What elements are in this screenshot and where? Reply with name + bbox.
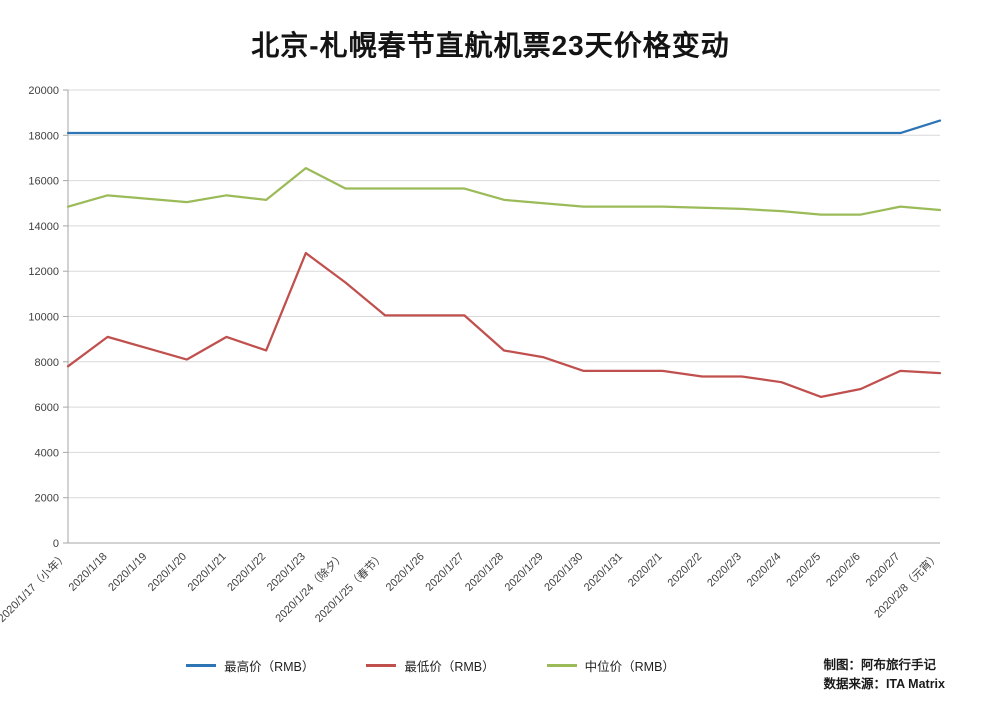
x-tick-label: 2020/2/4 bbox=[745, 551, 784, 590]
chart-svg: 0 2000 4000 6000 8000 10000 12000 14000 16000 180… bbox=[0, 85, 942, 625]
y-tick-label: 0 bbox=[53, 538, 59, 550]
y-tick-label: 8000 bbox=[35, 357, 59, 369]
y-tick-label: 14000 bbox=[28, 221, 59, 233]
x-tick-label: 2020/1/24（除夕） bbox=[272, 549, 348, 625]
y-tick-label: 4000 bbox=[35, 447, 59, 459]
x-tick-label: 2020/1/30 bbox=[542, 551, 585, 594]
chart-credits: 制图：阿布旅行手记 数据来源：ITA Matrix bbox=[823, 656, 945, 695]
legend-item: 中位价（RMB） bbox=[546, 656, 675, 675]
x-tick-label: 2020/1/28 bbox=[463, 551, 506, 594]
legend-line-swatch bbox=[186, 664, 217, 667]
x-tick-label: 2020/2/7 bbox=[864, 551, 903, 590]
legend-item: 最低价（RMB） bbox=[366, 656, 495, 675]
x-tick-label: 2020/1/17（小年） bbox=[0, 549, 70, 625]
legend-item: 最高价（RMB） bbox=[186, 656, 314, 675]
legend-line-swatch bbox=[366, 664, 397, 667]
x-tick-label: 2020/2/3 bbox=[705, 551, 744, 590]
series-line-0 bbox=[66, 119, 942, 135]
x-tick-label: 2020/2/6 bbox=[824, 551, 863, 590]
credit-author: 制图：阿布旅行手记 bbox=[823, 658, 936, 672]
x-tick-label: 2020/1/18 bbox=[67, 551, 110, 594]
y-tick-label: 20000 bbox=[28, 85, 59, 97]
y-tick-label: 2000 bbox=[35, 493, 59, 505]
x-tick-label: 2020/1/20 bbox=[146, 551, 189, 594]
chart-legend: 最高价（RMB） 最低价（RMB） 中位价（RMB） bbox=[0, 656, 861, 675]
x-tick-label: 2020/1/21 bbox=[186, 551, 229, 594]
y-tick-label: 12000 bbox=[28, 266, 59, 278]
x-tick-label: 2020/1/19 bbox=[106, 551, 149, 594]
x-tick-label: 2020/1/26 bbox=[384, 551, 427, 594]
x-tick-label: 2020/2/2 bbox=[666, 551, 705, 590]
x-tick-label: 2020/1/31 bbox=[582, 551, 625, 594]
chart-title: 北京-札幌春节直航机票23天价格变动 bbox=[251, 30, 730, 61]
legend-line-swatch bbox=[546, 664, 577, 667]
legend-label: 最低价（RMB） bbox=[404, 660, 495, 674]
series-line-1 bbox=[66, 251, 942, 399]
x-tick-label: 2020/2/1 bbox=[626, 551, 665, 590]
x-tick-label: 2020/1/22 bbox=[225, 551, 268, 594]
legend-label: 中位价（RMB） bbox=[584, 660, 675, 674]
legend-label: 最高价（RMB） bbox=[224, 660, 315, 674]
x-tick-label: 2020/2/5 bbox=[784, 551, 823, 590]
x-tick-label: 2020/1/25（春节） bbox=[312, 550, 387, 625]
y-tick-label: 16000 bbox=[28, 176, 59, 188]
x-tick-label: 2020/2/8（元宵） bbox=[871, 549, 942, 620]
y-tick-label: 6000 bbox=[35, 402, 59, 414]
x-tick-label: 2020/1/29 bbox=[503, 551, 546, 594]
y-tick-label: 10000 bbox=[28, 312, 59, 324]
series-line-2 bbox=[66, 167, 942, 216]
x-tick-label: 2020/1/27 bbox=[423, 551, 466, 594]
credit-source: 数据来源：ITA Matrix bbox=[823, 677, 945, 692]
y-tick-label: 18000 bbox=[28, 130, 59, 142]
